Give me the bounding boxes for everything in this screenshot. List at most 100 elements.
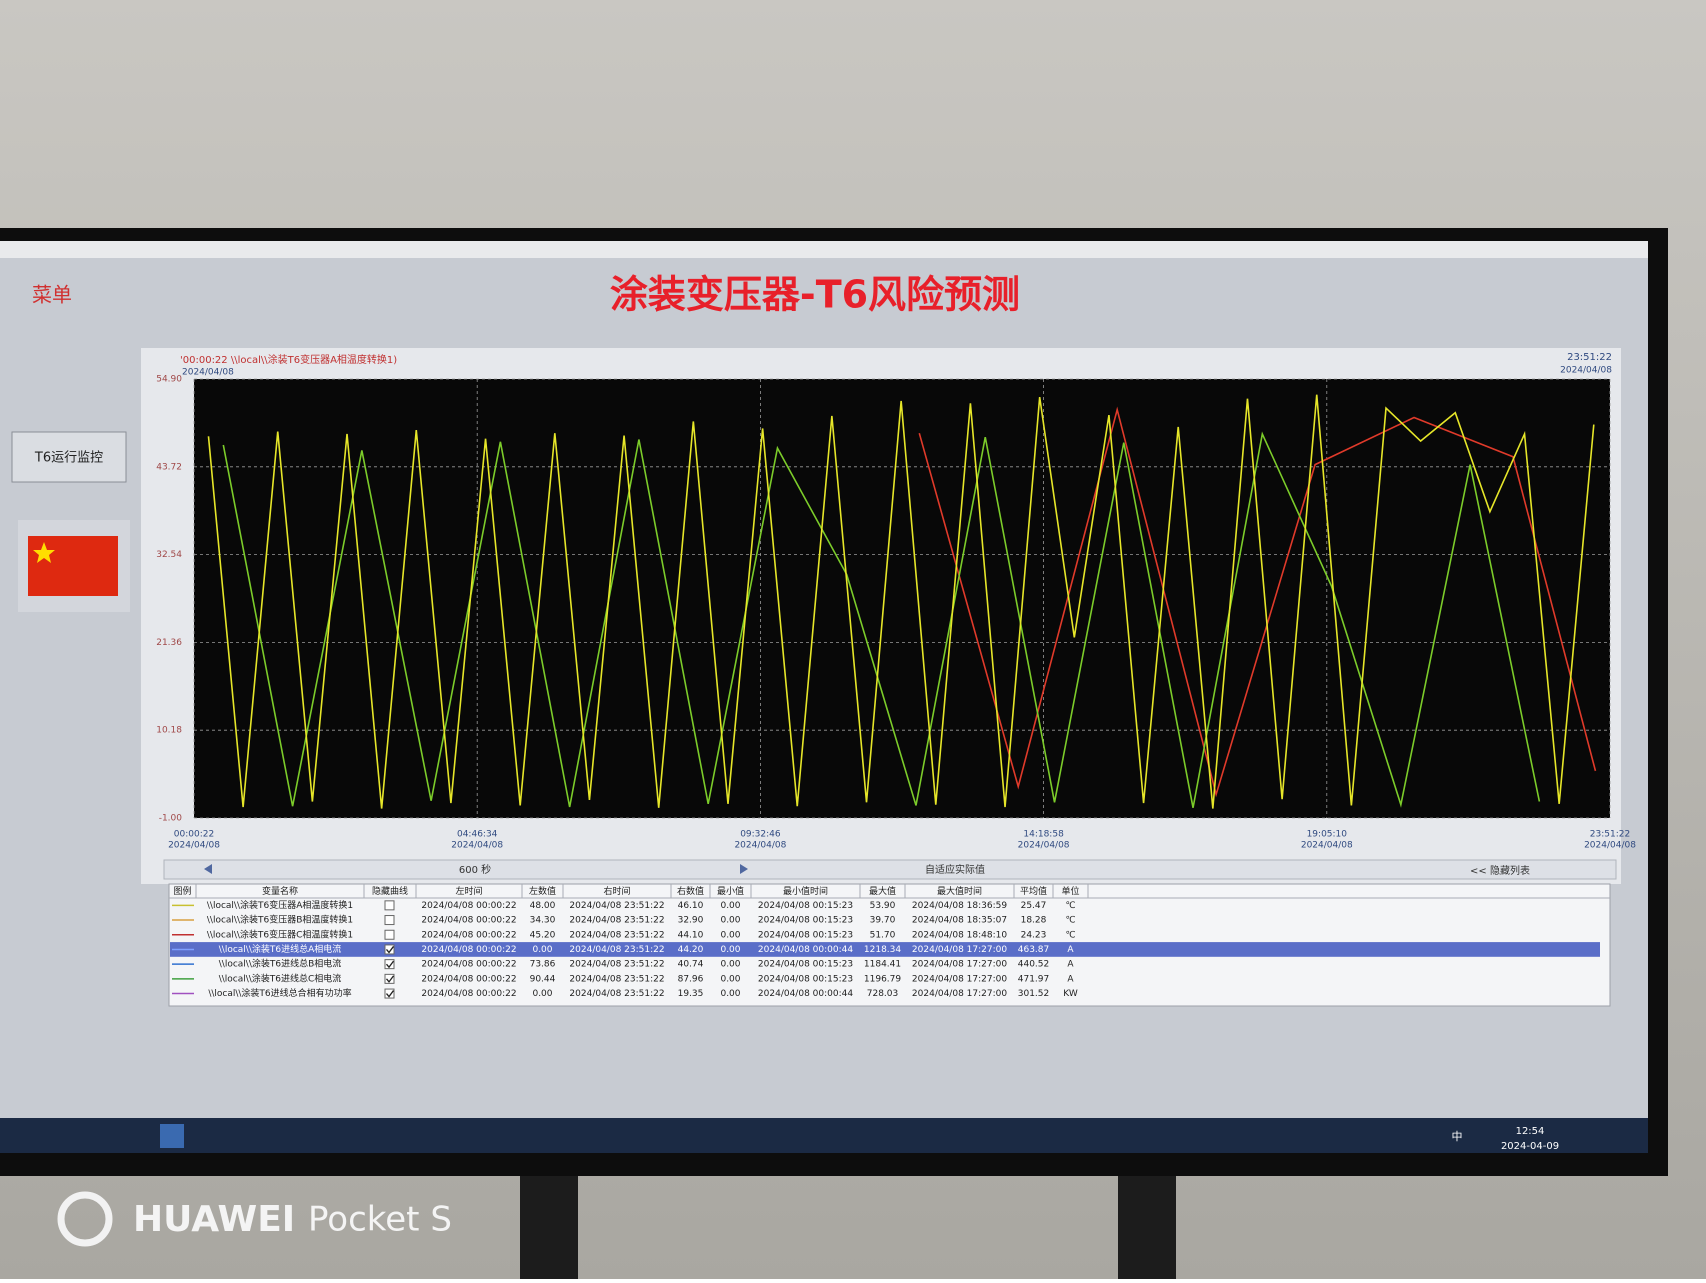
series-line — [207, 394, 1595, 809]
table-cell: 0.00 — [720, 989, 740, 999]
watermark-brand: HUAWEI — [133, 1199, 295, 1240]
table-cell: 2024/04/08 00:15:23 — [758, 974, 853, 984]
plot-area — [194, 379, 1610, 818]
table-cell: \\local\\涂装T6进线总B相电流 — [219, 958, 342, 970]
column-header: 最小值 — [717, 885, 744, 897]
table-cell: 19.35 — [678, 989, 704, 999]
x-tick-label: 04:46:34 — [457, 830, 498, 840]
table-cell: 34.30 — [530, 916, 556, 926]
table-cell: 51.70 — [870, 930, 896, 940]
x-tick-label: 19:05:10 — [1307, 830, 1348, 840]
table-cell: 0.00 — [720, 930, 740, 940]
flag — [28, 536, 118, 596]
table-cell: A — [1067, 960, 1074, 970]
column-header: 单位 — [1061, 885, 1079, 897]
column-header: 左时间 — [455, 885, 482, 897]
table-cell: 728.03 — [867, 989, 899, 999]
hide-checkbox[interactable] — [384, 959, 395, 970]
table-cell: 2024/04/08 23:51:22 — [569, 989, 664, 999]
y-tick-label: 43.72 — [156, 462, 182, 472]
scale-mode[interactable]: 自适应实际值 — [925, 863, 985, 876]
window-caption — [0, 241, 1648, 258]
x-tick-label: 14:18:58 — [1023, 830, 1064, 840]
table-cell: 0.00 — [532, 989, 552, 999]
table-cell: ℃ — [1065, 930, 1075, 940]
table-cell: 2024/04/08 00:00:22 — [421, 930, 516, 940]
table-cell: 2024/04/08 00:00:22 — [421, 901, 516, 911]
column-header: 右数值 — [677, 885, 704, 897]
menu-label[interactable]: 菜单 — [32, 283, 72, 307]
column-header: 最大值 — [869, 885, 896, 897]
hide-checkbox[interactable] — [384, 944, 395, 955]
time-span[interactable]: 600 秒 — [459, 863, 491, 876]
cursor-left-date: 2024/04/08 — [182, 368, 234, 378]
table-cell: ℃ — [1065, 916, 1075, 926]
table-cell: 44.10 — [678, 930, 704, 940]
table-cell: 2024/04/08 17:27:00 — [912, 989, 1007, 999]
table-cell: 463.87 — [1018, 945, 1050, 955]
column-header: 右时间 — [603, 885, 630, 897]
x-tick-label: 00:00:22 — [174, 830, 214, 840]
table-cell: 2024/04/08 18:35:07 — [912, 916, 1007, 926]
table-cell: 0.00 — [720, 901, 740, 911]
column-header: 平均值 — [1020, 885, 1047, 897]
table-cell: 2024/04/08 23:51:22 — [569, 960, 664, 970]
taskbar-app[interactable] — [160, 1124, 184, 1148]
hide-checkbox[interactable] — [384, 973, 395, 984]
series-line — [918, 406, 1597, 798]
nav-button-label[interactable]: T6运行监控 — [34, 451, 103, 466]
hide-checkbox[interactable] — [384, 900, 395, 911]
scroll-right[interactable] — [740, 864, 748, 874]
y-tick-label: 10.18 — [156, 726, 182, 736]
table-cell: 2024/04/08 00:15:23 — [758, 901, 853, 911]
watermark-model: Pocket S — [308, 1200, 452, 1240]
table-cell: 44.20 — [678, 945, 704, 955]
nav-button[interactable] — [11, 431, 127, 483]
table-cell: 2024/04/08 17:27:00 — [912, 945, 1007, 955]
table-cell: A — [1067, 945, 1074, 955]
table-cell: 0.00 — [720, 960, 740, 970]
checkbox-check — [386, 975, 395, 983]
scroll-left[interactable] — [204, 864, 212, 874]
table-cell: 2024/04/08 00:00:44 — [758, 989, 853, 999]
table-cell: 2024/04/08 23:51:22 — [569, 901, 664, 911]
clock-date: 2024-04-09 — [1501, 1141, 1559, 1152]
checkbox-check — [386, 946, 395, 954]
table-cell: 2024/04/08 18:36:59 — [912, 901, 1007, 911]
table-cell: 2024/04/08 00:00:44 — [758, 945, 853, 955]
toolbar — [163, 859, 1617, 880]
page-title: 涂装变压器-T6风险预测 — [610, 273, 1020, 317]
table-cell: \\local\\涂装T6进线总C相电流 — [219, 972, 342, 984]
table-cell: \\local\\涂装T6变压器A相温度转换1 — [207, 899, 353, 911]
table-cell: \\local\\涂装T6变压器C相温度转换1 — [207, 928, 353, 940]
table-cell: 471.97 — [1018, 974, 1050, 984]
table-cell: 53.90 — [870, 901, 896, 911]
table-cell: 0.00 — [532, 945, 552, 955]
table-cell: 2024/04/08 23:51:22 — [569, 974, 664, 984]
table-cell: 2024/04/08 17:27:00 — [912, 960, 1007, 970]
x-tick-date: 2024/04/08 — [1301, 841, 1353, 851]
table-cell: 2024/04/08 00:15:23 — [758, 960, 853, 970]
ime-indicator[interactable]: 中 — [1452, 1130, 1463, 1143]
table-cell: 0.00 — [720, 974, 740, 984]
table-cell: 2024/04/08 18:48:10 — [912, 930, 1007, 940]
table-cell: 2024/04/08 00:00:22 — [421, 989, 516, 999]
hide-list-button[interactable]: << 隐藏列表 — [1470, 864, 1530, 877]
x-tick-date: 2024/04/08 — [1018, 841, 1070, 851]
cursor-right-date: 2024/04/08 — [1560, 366, 1612, 376]
hide-checkbox[interactable] — [384, 915, 395, 926]
hide-checkbox[interactable] — [384, 988, 395, 999]
hide-checkbox[interactable] — [384, 929, 395, 940]
table-cell: 1184.41 — [864, 960, 901, 970]
stand — [1118, 1160, 1176, 1279]
table-cell: 45.20 — [530, 930, 556, 940]
column-header: 最小值时间 — [783, 885, 828, 897]
table-cell: 0.00 — [720, 916, 740, 926]
table-cell: 2024/04/08 00:00:22 — [421, 974, 516, 984]
y-tick-label: 54.90 — [156, 375, 182, 385]
table-cell: 18.28 — [1021, 916, 1047, 926]
column-header: 变量名称 — [262, 885, 298, 897]
table-cell: 24.23 — [1021, 930, 1047, 940]
column-header: 左数值 — [529, 885, 556, 897]
table-cell: ℃ — [1065, 901, 1075, 911]
